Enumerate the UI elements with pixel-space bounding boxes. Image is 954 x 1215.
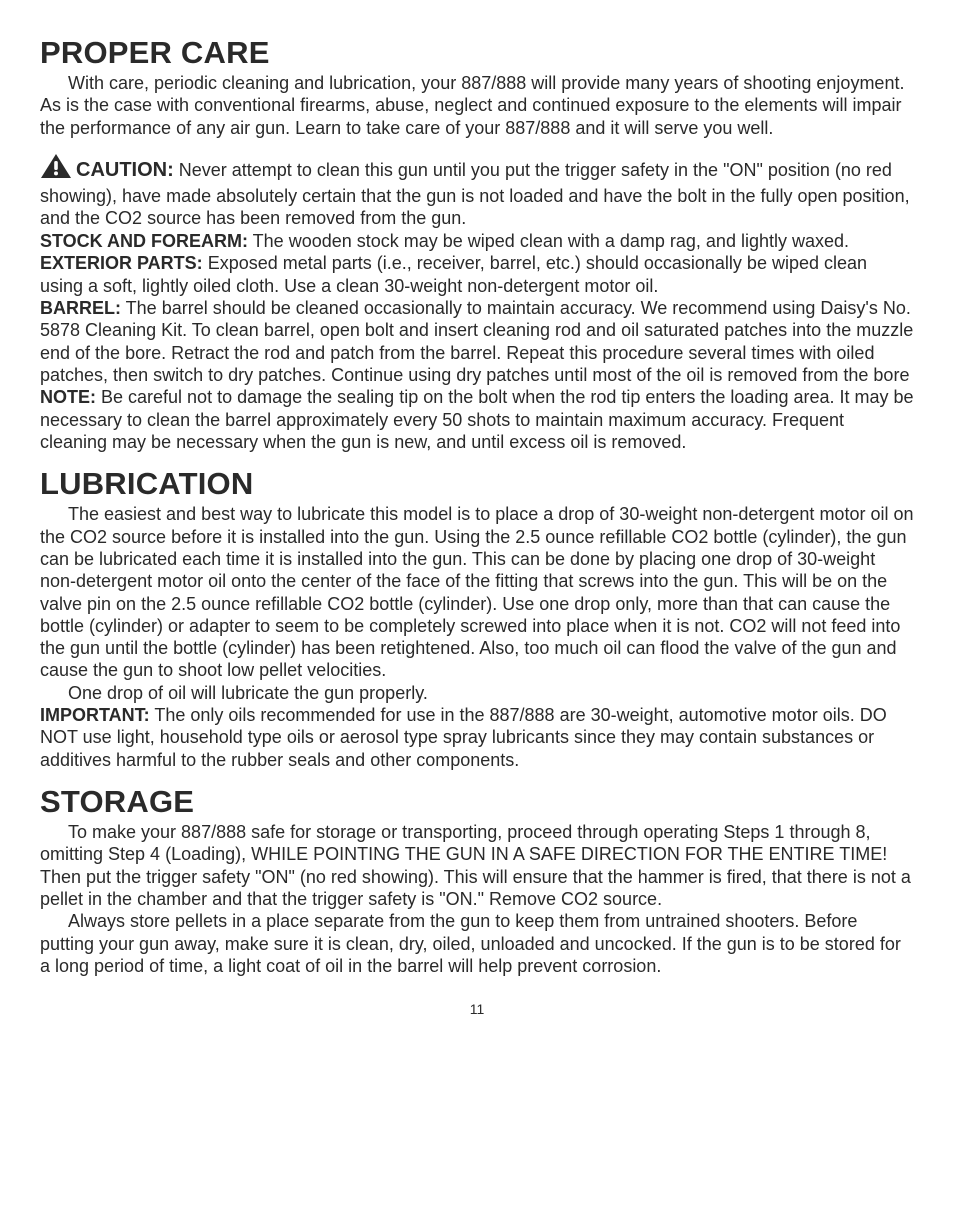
caution-block: CAUTION: Never attempt to clean this gun… <box>40 153 914 230</box>
important-label: IMPORTANT: <box>40 705 150 725</box>
barrel-text: The barrel should be cleaned occasionall… <box>40 298 913 385</box>
lubrication-para2: One drop of oil will lubricate the gun p… <box>40 682 914 704</box>
caution-label: CAUTION: <box>76 159 174 181</box>
page-number: 11 <box>40 1001 914 1017</box>
note-block: NOTE: Be careful not to damage the seali… <box>40 386 914 453</box>
important-block: IMPORTANT: The only oils recommended for… <box>40 704 914 771</box>
exterior-parts-label: EXTERIOR PARTS: <box>40 253 203 273</box>
heading-proper-care: PROPER CARE <box>40 36 914 70</box>
stock-forearm-label: STOCK AND FOREARM: <box>40 231 248 251</box>
note-label: NOTE: <box>40 387 96 407</box>
warning-icon <box>40 153 72 185</box>
page-container: PROPER CARE With care, periodic cleaning… <box>0 0 954 1047</box>
storage-para1: To make your 887/888 safe for storage or… <box>40 821 914 910</box>
barrel-block: BARREL: The barrel should be cleaned occ… <box>40 297 914 386</box>
storage-para2: Always store pellets in a place separate… <box>40 910 914 977</box>
stock-forearm-text: The wooden stock may be wiped clean with… <box>248 231 849 251</box>
stock-forearm-block: STOCK AND FOREARM: The wooden stock may … <box>40 230 914 252</box>
lubrication-para1: The easiest and best way to lubricate th… <box>40 503 914 682</box>
heading-lubrication: LUBRICATION <box>40 467 914 501</box>
important-text: The only oils recommended for use in the… <box>40 705 887 770</box>
proper-care-intro: With care, periodic cleaning and lubrica… <box>40 72 914 139</box>
note-text: Be careful not to damage the sealing tip… <box>40 387 914 452</box>
exterior-parts-block: EXTERIOR PARTS: Exposed metal parts (i.e… <box>40 252 914 297</box>
heading-storage: STORAGE <box>40 785 914 819</box>
barrel-label: BARREL: <box>40 298 121 318</box>
